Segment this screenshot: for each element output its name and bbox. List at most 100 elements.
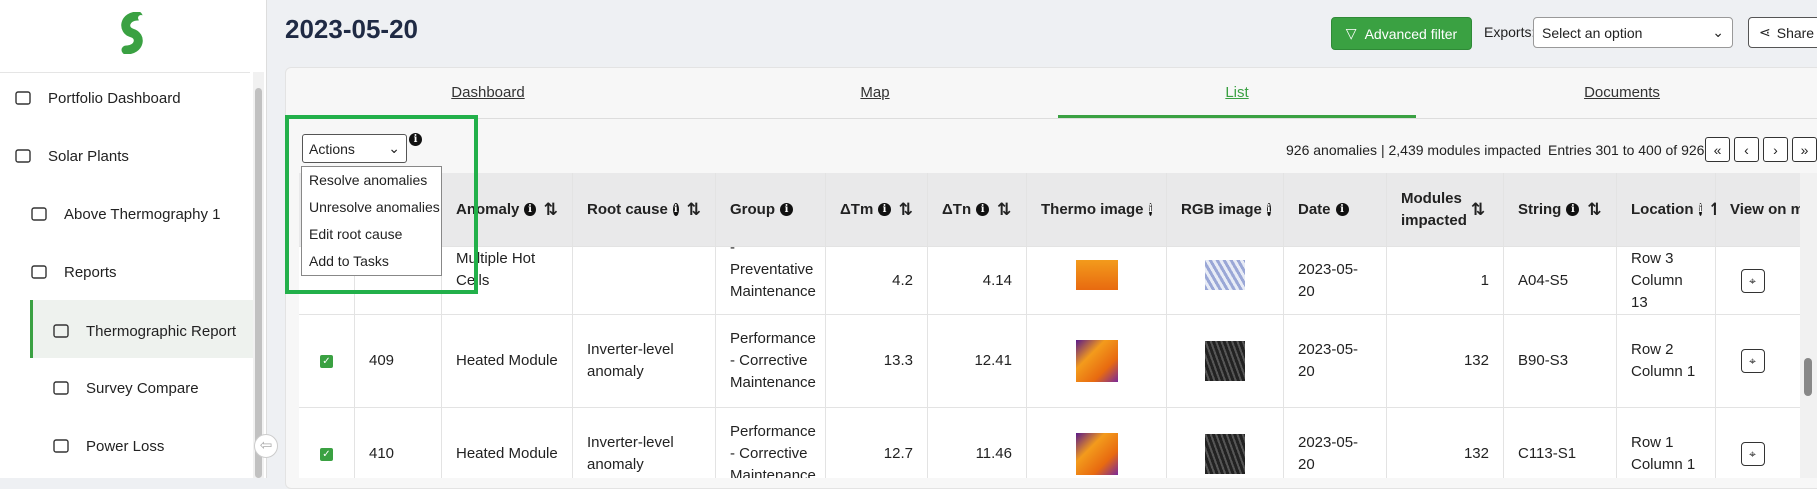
cell-text: 132 — [1463, 352, 1489, 369]
cell-text: 4.2 — [892, 271, 913, 289]
column-title: String — [1518, 200, 1562, 218]
sidebar-label: Survey Compare — [86, 379, 199, 397]
sort-icon[interactable]: ⇅ — [686, 199, 701, 219]
map-pin-button[interactable]: ⌖ — [1740, 442, 1765, 466]
sidebar-item[interactable]: Above Thermography 1 — [30, 186, 220, 242]
sidebar-item[interactable]: Power Loss — [52, 418, 164, 474]
tab[interactable]: Map — [860, 84, 890, 101]
pagination-button[interactable]: » — [1792, 137, 1817, 162]
sidebar-item[interactable]: Thermographic Report — [52, 303, 236, 359]
table-cell: 13.3 — [826, 315, 928, 408]
table-header-cell: String i ⇅ — [1504, 173, 1617, 247]
row-checkbox[interactable]: ✓ — [320, 447, 333, 461]
sort-icon[interactable]: ⇅ — [997, 199, 1012, 219]
table-header-cell: Modules impacted ⇅ — [1387, 173, 1504, 247]
thermo-image — [1075, 433, 1118, 475]
cell-text: 12.7 — [883, 445, 913, 462]
column-title: Root cause — [587, 200, 668, 218]
table-cell: Heated Module — [442, 315, 573, 408]
info-icon: i — [1148, 203, 1153, 216]
pagination-button[interactable]: ‹ — [1734, 137, 1759, 162]
cell-text: A04-S5 — [1518, 271, 1569, 289]
info-icon: i — [1698, 203, 1703, 216]
sidebar-icon — [53, 439, 69, 453]
sidebar-icon — [15, 91, 31, 105]
table-scrollbar — [1800, 173, 1817, 478]
thermo-image — [1075, 259, 1118, 290]
table-cell: 11.46 — [928, 408, 1027, 478]
sort-icon[interactable]: ⇅ — [1587, 199, 1602, 219]
cell-text: Inverter-level anomaly — [587, 341, 674, 380]
sidebar-item[interactable]: Solar Plants — [14, 128, 129, 184]
sidebar-item[interactable]: Reports — [30, 244, 117, 300]
row-checkbox[interactable]: ✓ — [320, 354, 333, 368]
map-pin-button[interactable]: ⌖ — [1740, 268, 1765, 293]
rgb-image — [1205, 259, 1245, 290]
menu-item[interactable]: Add to Tasks — [309, 253, 389, 269]
table-cell: 2023-05-20 — [1284, 408, 1387, 478]
cell-text: 2023-05-20 — [1298, 341, 1359, 380]
menu-item[interactable]: Edit root cause — [309, 226, 403, 242]
sidebar-label: Reports — [64, 263, 117, 281]
cell-text: Row 2 Column 1 — [1631, 341, 1696, 380]
tab[interactable]: List — [1225, 84, 1249, 101]
cell-text: B90-S3 — [1518, 352, 1569, 369]
sidebar-item[interactable]: Portfolio Dashboard — [14, 70, 181, 126]
pagination-button[interactable]: « — [1705, 137, 1730, 162]
cell-text: 2023-05-20 — [1298, 260, 1359, 300]
cell-text: 2023-05-20 — [1298, 434, 1359, 473]
select-value: Select an option — [1542, 24, 1643, 41]
menu-item[interactable]: Unresolve anomalies — [309, 199, 440, 215]
info-icon: i — [976, 203, 990, 216]
cell-text: 409 — [369, 352, 395, 369]
info-icon: i — [780, 203, 793, 216]
cell-text: 1 — [1480, 271, 1489, 289]
sidebar-scrollbar — [253, 72, 264, 478]
table-header-cell: RGB image i — [1167, 173, 1284, 247]
column-title: ΔTm — [840, 200, 874, 218]
column-title: Date — [1298, 200, 1331, 218]
table-cell: Row 1 Column 1 — [1617, 408, 1716, 478]
table-cell: 12.7 — [826, 408, 928, 478]
exports-select[interactable]: Select an option ⌄ — [1533, 17, 1733, 48]
tab[interactable]: Documents — [1584, 84, 1660, 101]
sort-icon[interactable]: ⇅ — [543, 199, 558, 219]
sort-icon[interactable]: ⇅ — [1471, 199, 1486, 219]
table-cell: 1 — [1387, 247, 1504, 315]
menu-item[interactable]: Resolve anomalies — [309, 172, 428, 188]
cell-text: 11.46 — [975, 445, 1012, 462]
table-cell: Performance - Corrective Maintenance — [716, 315, 826, 408]
column-title: View on map — [1730, 200, 1817, 218]
table-header-cell: Anomaly i ⇅ — [442, 173, 573, 247]
sort-icon[interactable]: ⇅ — [898, 199, 913, 219]
cell-text: Performance - Corrective Maintenance — [730, 423, 816, 478]
cell-text: Row 1 Column 1 — [1631, 434, 1696, 473]
sidebar: ⇦ Portfolio Dashboard Solar Plants Above T… — [0, 0, 278, 478]
cell-text: Performance - Corrective Maintenance — [730, 330, 816, 391]
column-title: Location — [1631, 200, 1694, 218]
table-cell: 132 — [1387, 408, 1504, 478]
share-button[interactable]: ⋖ Share — [1748, 17, 1817, 48]
highlight-box — [285, 115, 478, 294]
sidebar-item[interactable]: Survey Compare — [52, 360, 199, 416]
info-icon: i — [1335, 203, 1349, 216]
collapse-button[interactable]: ⇦ — [254, 434, 278, 458]
map-pin-button[interactable]: ⌖ — [1740, 349, 1765, 373]
table-header-cell: ΔTn i ⇅ — [928, 173, 1027, 247]
table-cell: Row 3 Column 13 — [1617, 247, 1716, 315]
cell-text: - Preventative Maintenance — [730, 238, 816, 300]
table-cell: C113-S1 — [1504, 408, 1617, 478]
actions-select[interactable]: Actions ⌄ — [302, 134, 407, 163]
tab[interactable]: Dashboard — [451, 84, 525, 101]
cell-text: Inverter-level anomaly — [587, 434, 674, 473]
button-label: Advanced filter — [1364, 25, 1458, 42]
advanced-filter-button[interactable]: ▽ Advanced filter — [1331, 17, 1472, 50]
cell-text: 12.41 — [974, 352, 1012, 369]
rgb-image — [1205, 341, 1245, 381]
pagination-button[interactable]: › — [1763, 137, 1788, 162]
summary: 926 anomalies | 2,439 modules impacted — [1286, 142, 1542, 158]
table-cell: Inverter-level anomaly — [573, 315, 716, 408]
table-cell: B90-S3 — [1504, 315, 1617, 408]
